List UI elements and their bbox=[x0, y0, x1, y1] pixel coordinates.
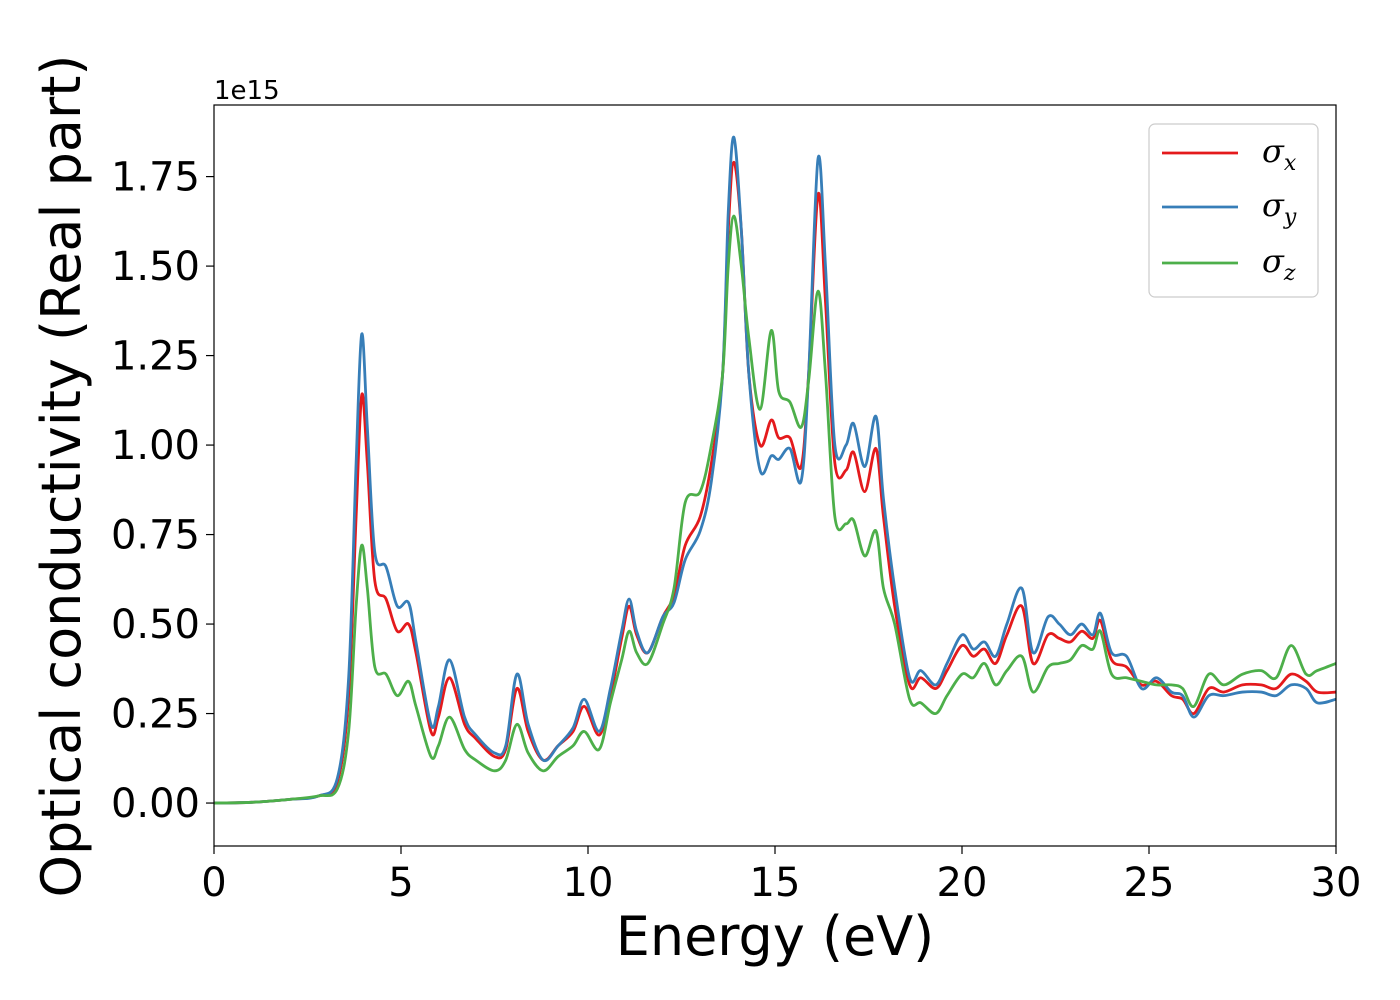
y-tick-label: 1.75 bbox=[111, 155, 200, 201]
x-axis: 0 5 10 15 20 25 30 bbox=[201, 846, 1361, 906]
x-tick-label: 10 bbox=[563, 860, 614, 906]
series-line-y bbox=[214, 135, 1336, 805]
y-tick-label: 1.50 bbox=[111, 244, 200, 290]
x-tick-label: 20 bbox=[937, 860, 988, 906]
x-tick-label: 0 bbox=[201, 860, 226, 906]
x-tick-label: 25 bbox=[1124, 860, 1175, 906]
legend-box bbox=[1148, 123, 1319, 298]
x-tick-label: 15 bbox=[750, 860, 801, 906]
axes-frame bbox=[213, 104, 1337, 847]
legend: σx σy σz bbox=[1148, 123, 1319, 298]
y-tick-label: 1.00 bbox=[111, 423, 200, 469]
x-axis-label: Energy (eV) bbox=[616, 905, 935, 968]
y-offset-label: 1e15 bbox=[214, 76, 280, 106]
y-tick-label: 0.50 bbox=[111, 602, 200, 648]
x-tick-label: 30 bbox=[1311, 860, 1362, 906]
legend-label-y: σy bbox=[1262, 186, 1297, 230]
series-line-z bbox=[214, 214, 1336, 805]
y-axis-label: Optical conductivity (Real part) bbox=[30, 55, 93, 898]
series-line-x bbox=[214, 160, 1336, 805]
y-tick-label: 0.75 bbox=[111, 513, 200, 559]
legend-label-x: σx bbox=[1262, 132, 1297, 176]
x-tick-label: 5 bbox=[388, 860, 413, 906]
legend-label-z: σz bbox=[1262, 242, 1296, 286]
y-tick-label: 0.25 bbox=[111, 692, 200, 738]
y-axis: 0.00 0.25 0.50 0.75 1.00 1.25 1.50 1.75 bbox=[111, 155, 214, 827]
plot-area bbox=[214, 135, 1336, 805]
y-tick-label: 1.25 bbox=[111, 334, 200, 380]
y-tick-label: 0.00 bbox=[111, 781, 200, 827]
